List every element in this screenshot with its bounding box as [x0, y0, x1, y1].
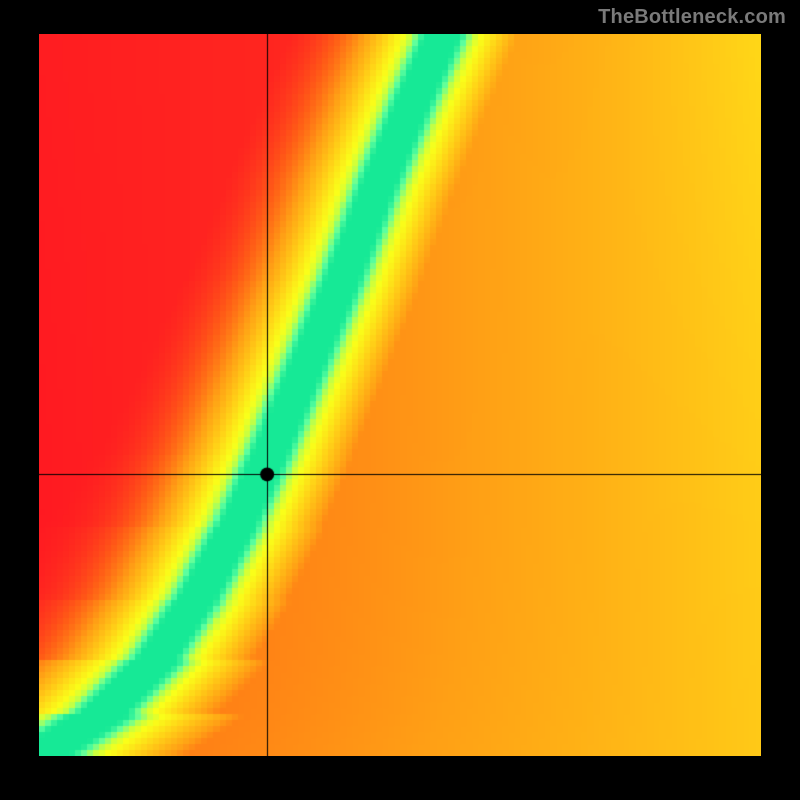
watermark-text: TheBottleneck.com: [598, 6, 786, 29]
heatmap-canvas: [39, 34, 761, 756]
